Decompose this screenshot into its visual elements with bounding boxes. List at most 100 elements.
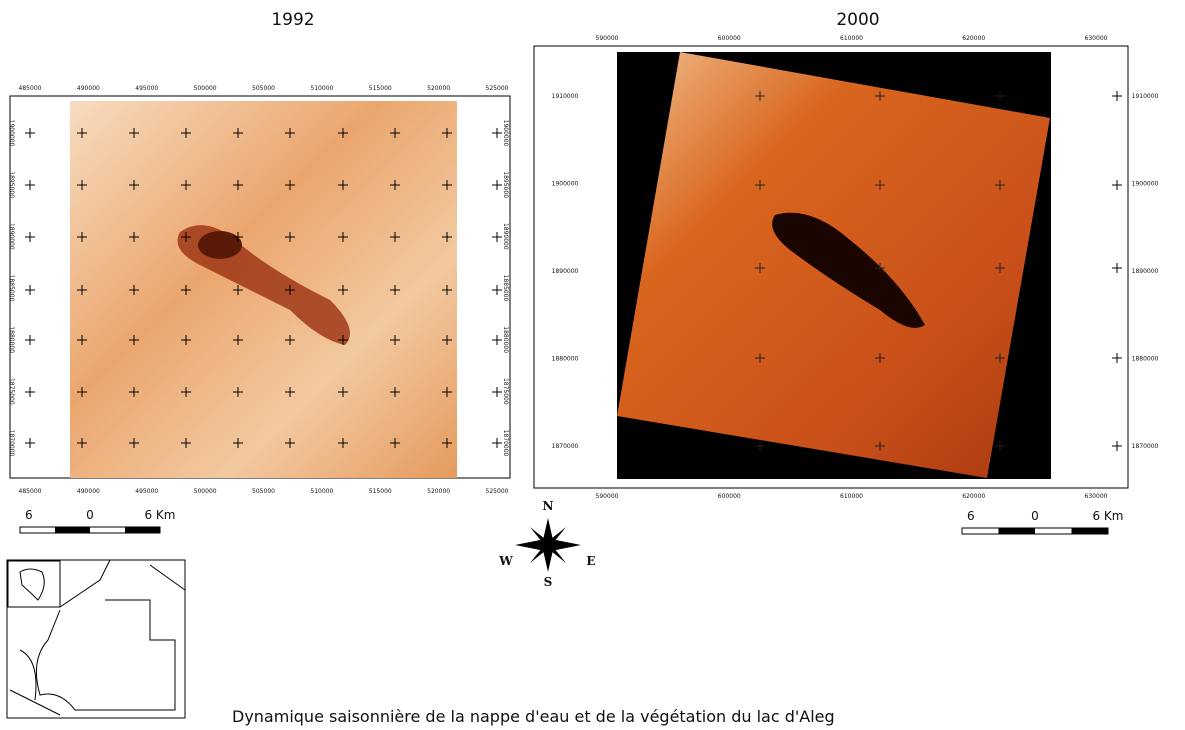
grid-cross bbox=[1112, 180, 1122, 190]
coordinate-label: 1910000 bbox=[552, 93, 579, 100]
grid-cross bbox=[285, 128, 295, 138]
compass-label: S bbox=[544, 575, 553, 589]
grid-cross bbox=[129, 180, 139, 190]
grid-cross bbox=[755, 263, 765, 273]
grid-cross bbox=[25, 128, 35, 138]
scale-bar-segment bbox=[1071, 528, 1108, 534]
grid-cross bbox=[233, 128, 243, 138]
grid-cross bbox=[442, 438, 452, 448]
coordinate-label: 1900000 bbox=[8, 120, 15, 147]
coordinate-label: 610000 bbox=[840, 35, 863, 42]
coordinate-label: 1910000 bbox=[1132, 93, 1159, 100]
scale-label: 0 bbox=[86, 508, 94, 522]
coordinate-label: 1880000 bbox=[8, 326, 15, 353]
grid-cross bbox=[875, 353, 885, 363]
coordinate-label: 1895000 bbox=[502, 171, 509, 198]
coordinate-label: 1890000 bbox=[502, 223, 509, 250]
grid-cross bbox=[233, 285, 243, 295]
grid-cross bbox=[77, 180, 87, 190]
grid-cross bbox=[492, 128, 502, 138]
scale-label: 6 Km bbox=[1092, 509, 1123, 523]
grid-cross bbox=[755, 180, 765, 190]
grid-cross bbox=[338, 128, 348, 138]
grid-cross bbox=[129, 335, 139, 345]
grid-cross bbox=[129, 438, 139, 448]
grid-cross bbox=[285, 335, 295, 345]
grid-cross bbox=[442, 335, 452, 345]
coordinate-label: 525000 bbox=[486, 85, 509, 92]
lake bbox=[772, 212, 925, 328]
grid-cross bbox=[492, 285, 502, 295]
coordinate-label: 1890000 bbox=[552, 268, 579, 275]
grid-cross bbox=[338, 438, 348, 448]
grid-cross bbox=[1112, 91, 1122, 101]
grid-cross bbox=[285, 232, 295, 242]
coordinate-label: 630000 bbox=[1085, 35, 1108, 42]
coordinate-label: 1885000 bbox=[502, 275, 509, 302]
grid-cross bbox=[285, 438, 295, 448]
grid-cross bbox=[995, 441, 1005, 451]
grid-cross bbox=[442, 387, 452, 397]
coordinate-label: 1900000 bbox=[552, 181, 579, 188]
grid-cross bbox=[25, 285, 35, 295]
grid-cross bbox=[995, 180, 1005, 190]
grid-cross bbox=[285, 285, 295, 295]
coordinate-label: 495000 bbox=[135, 85, 158, 92]
scale-bar-segment bbox=[998, 528, 1035, 534]
grid-cross bbox=[995, 353, 1005, 363]
coordinate-label: 515000 bbox=[369, 85, 392, 92]
coordinate-label: 500000 bbox=[194, 85, 217, 92]
coordinate-label: 1870000 bbox=[8, 430, 15, 457]
grid-cross bbox=[875, 441, 885, 451]
grid-cross bbox=[995, 263, 1005, 273]
grid-cross bbox=[442, 232, 452, 242]
grid-cross bbox=[25, 335, 35, 345]
grid-cross bbox=[233, 335, 243, 345]
grid-cross bbox=[129, 128, 139, 138]
scale-bar-segment bbox=[55, 527, 90, 533]
caption: Dynamique saisonnière de la nappe d'eau … bbox=[232, 707, 835, 726]
coordinate-label: 620000 bbox=[962, 35, 985, 42]
coordinate-label: 510000 bbox=[310, 85, 333, 92]
grid-cross bbox=[390, 232, 400, 242]
scale-label: 6 bbox=[25, 508, 33, 522]
grid-cross bbox=[1112, 441, 1122, 451]
grid-cross bbox=[492, 335, 502, 345]
coordinate-label: 600000 bbox=[718, 35, 741, 42]
grid-cross bbox=[129, 387, 139, 397]
location-inset bbox=[6, 559, 186, 719]
grid-cross bbox=[1112, 263, 1122, 273]
coordinate-label: 1890000 bbox=[8, 223, 15, 250]
coordinate-label: 1880000 bbox=[552, 356, 579, 363]
coordinate-label: 520000 bbox=[427, 488, 450, 495]
coordinate-label: 1900000 bbox=[502, 120, 509, 147]
grid-cross bbox=[390, 438, 400, 448]
grid-cross bbox=[233, 232, 243, 242]
grid-cross bbox=[285, 180, 295, 190]
grid-cross bbox=[492, 387, 502, 397]
coordinate-label: 1880000 bbox=[502, 326, 509, 353]
grid-cross bbox=[77, 387, 87, 397]
compass-label: E bbox=[586, 554, 595, 568]
grid-cross bbox=[25, 180, 35, 190]
coordinate-label: 610000 bbox=[840, 493, 863, 500]
grid-cross bbox=[875, 180, 885, 190]
coordinate-label: 515000 bbox=[369, 488, 392, 495]
coordinate-label: 590000 bbox=[596, 493, 619, 500]
grid-cross bbox=[181, 438, 191, 448]
grid-cross bbox=[181, 285, 191, 295]
compass-label: W bbox=[498, 554, 513, 568]
grid-cross bbox=[129, 232, 139, 242]
grid-cross bbox=[233, 180, 243, 190]
coordinate-label: 490000 bbox=[77, 488, 100, 495]
grid-cross bbox=[390, 387, 400, 397]
grid-cross bbox=[492, 180, 502, 190]
coordinate-label: 485000 bbox=[19, 85, 42, 92]
grid-cross bbox=[25, 387, 35, 397]
coordinate-label: 495000 bbox=[135, 488, 158, 495]
coordinate-label: 505000 bbox=[252, 488, 275, 495]
coordinate-label: 1880000 bbox=[1132, 356, 1159, 363]
grid-cross bbox=[390, 335, 400, 345]
grid-cross bbox=[233, 438, 243, 448]
